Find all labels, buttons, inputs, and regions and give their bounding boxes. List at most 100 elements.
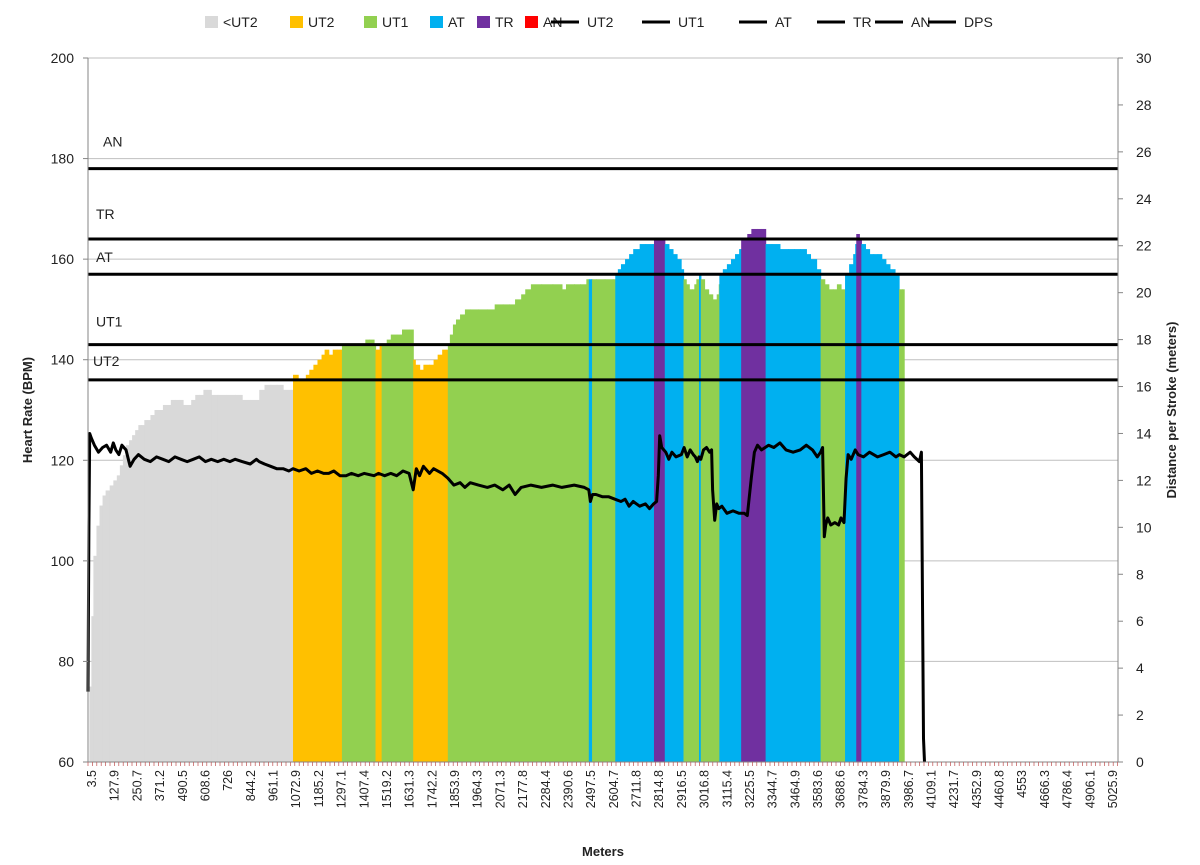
hr-bar (276, 384, 284, 762)
hr-bar (865, 249, 871, 763)
y2-tick-label: 4 (1136, 660, 1144, 676)
hr-bar (259, 389, 266, 762)
hr-bar (615, 274, 619, 762)
hr-bar (122, 455, 127, 762)
hr-bar (894, 274, 900, 762)
hr-bar (102, 495, 107, 762)
legend-item-at-swatch: AT (430, 14, 465, 30)
hr-bar (170, 399, 176, 762)
hr-bar (309, 369, 314, 762)
hr-bar (591, 279, 593, 762)
legend-item-ut2-swatch: UT2 (290, 14, 335, 30)
x-tick-label: 3879.9 (879, 770, 893, 808)
legend-item-tr-line: TR (817, 14, 872, 30)
hr-bar (672, 254, 678, 762)
legend-label: UT2 (587, 14, 614, 30)
hr-bar (561, 289, 567, 762)
y-tick-label: 60 (58, 754, 74, 770)
hr-bar (91, 616, 94, 762)
hr-bar (712, 299, 718, 762)
hr-bar (565, 284, 575, 762)
hr-bar (718, 284, 720, 762)
x-tick-label: 490.5 (176, 770, 190, 801)
hr-bar (373, 344, 377, 762)
x-tick-label: 4666.3 (1038, 770, 1052, 808)
x-tick-label: 1185.2 (312, 770, 326, 807)
hr-bar (859, 239, 862, 762)
x-tick-label: 3986.7 (902, 770, 916, 808)
hr-bar (187, 404, 192, 762)
hr-bar (99, 505, 104, 762)
hr-bar (174, 399, 180, 762)
hr-bar (885, 264, 891, 762)
hr-bar (242, 399, 251, 762)
hr-bar (317, 359, 323, 762)
hr-bar (722, 269, 728, 762)
hr-bar (464, 309, 471, 762)
hr-bar (541, 284, 554, 762)
hr-bar (225, 394, 236, 762)
x-tick-label: 1964.3 (471, 770, 485, 808)
hr-bar (449, 334, 454, 762)
hr-bar (694, 284, 697, 762)
hr-bar (794, 249, 801, 763)
threshold-label-tr: TR (96, 206, 115, 222)
hr-bar (574, 284, 581, 762)
hr-bar (303, 379, 307, 762)
hr-bar (845, 274, 850, 762)
hr-bar (639, 244, 647, 763)
y2-tick-label: 2 (1136, 707, 1144, 723)
hr-bar (719, 274, 724, 762)
x-tick-label: 2177.8 (516, 770, 530, 808)
y2-tick-label: 28 (1136, 97, 1152, 113)
hr-bar (657, 239, 663, 762)
legend-swatch (205, 16, 218, 28)
hr-bar (625, 259, 630, 762)
hr-bar (704, 289, 710, 762)
hr-bar (250, 399, 260, 762)
hr-bar (328, 354, 334, 762)
hr-bar (158, 410, 164, 762)
hr-bar (455, 319, 461, 762)
x-tick-label: 2284.4 (539, 770, 553, 808)
x-tick-label: 1297.1 (335, 770, 349, 808)
hr-bar (645, 244, 654, 763)
hr-bar (856, 234, 860, 762)
hr-bar (178, 399, 184, 762)
hr-bar (360, 344, 366, 762)
hr-bar (166, 404, 172, 762)
x-tick-label: 1072.9 (289, 770, 303, 808)
hr-bar (741, 239, 748, 762)
hr-bar (761, 228, 765, 762)
x-tick-label: 3464.9 (788, 770, 802, 808)
y2-tick-label: 10 (1136, 519, 1152, 535)
x-tick-label: 5025.9 (1106, 770, 1120, 808)
hr-bar (290, 389, 294, 762)
y2-tick-label: 16 (1136, 379, 1152, 395)
dps-line (86, 432, 926, 763)
hr-bar (442, 349, 447, 762)
hr-bar (409, 329, 414, 762)
x-tick-label: 2916.5 (675, 770, 689, 808)
hr-bar (119, 465, 124, 762)
x-tick-label: 726 (221, 770, 235, 791)
legend-swatch (430, 16, 443, 28)
hr-bar (676, 259, 682, 762)
hr-bar (191, 399, 196, 762)
hr-bar (788, 249, 795, 763)
hr-bar (365, 339, 371, 762)
y2-tick-label: 22 (1136, 238, 1152, 254)
hr-bar (283, 389, 292, 762)
hr-bar (470, 309, 479, 762)
hr-bar (698, 274, 701, 762)
hr-bar (487, 309, 496, 762)
hr-bar (765, 244, 773, 763)
x-tick-label: 4231.7 (947, 770, 961, 808)
hr-bar (629, 254, 634, 762)
hr-bar (779, 249, 789, 763)
hr-bar (324, 349, 330, 762)
hr-bar (586, 279, 590, 762)
x-tick-label: 2604.7 (607, 770, 621, 808)
x-tick-label: 3.5 (85, 770, 99, 787)
